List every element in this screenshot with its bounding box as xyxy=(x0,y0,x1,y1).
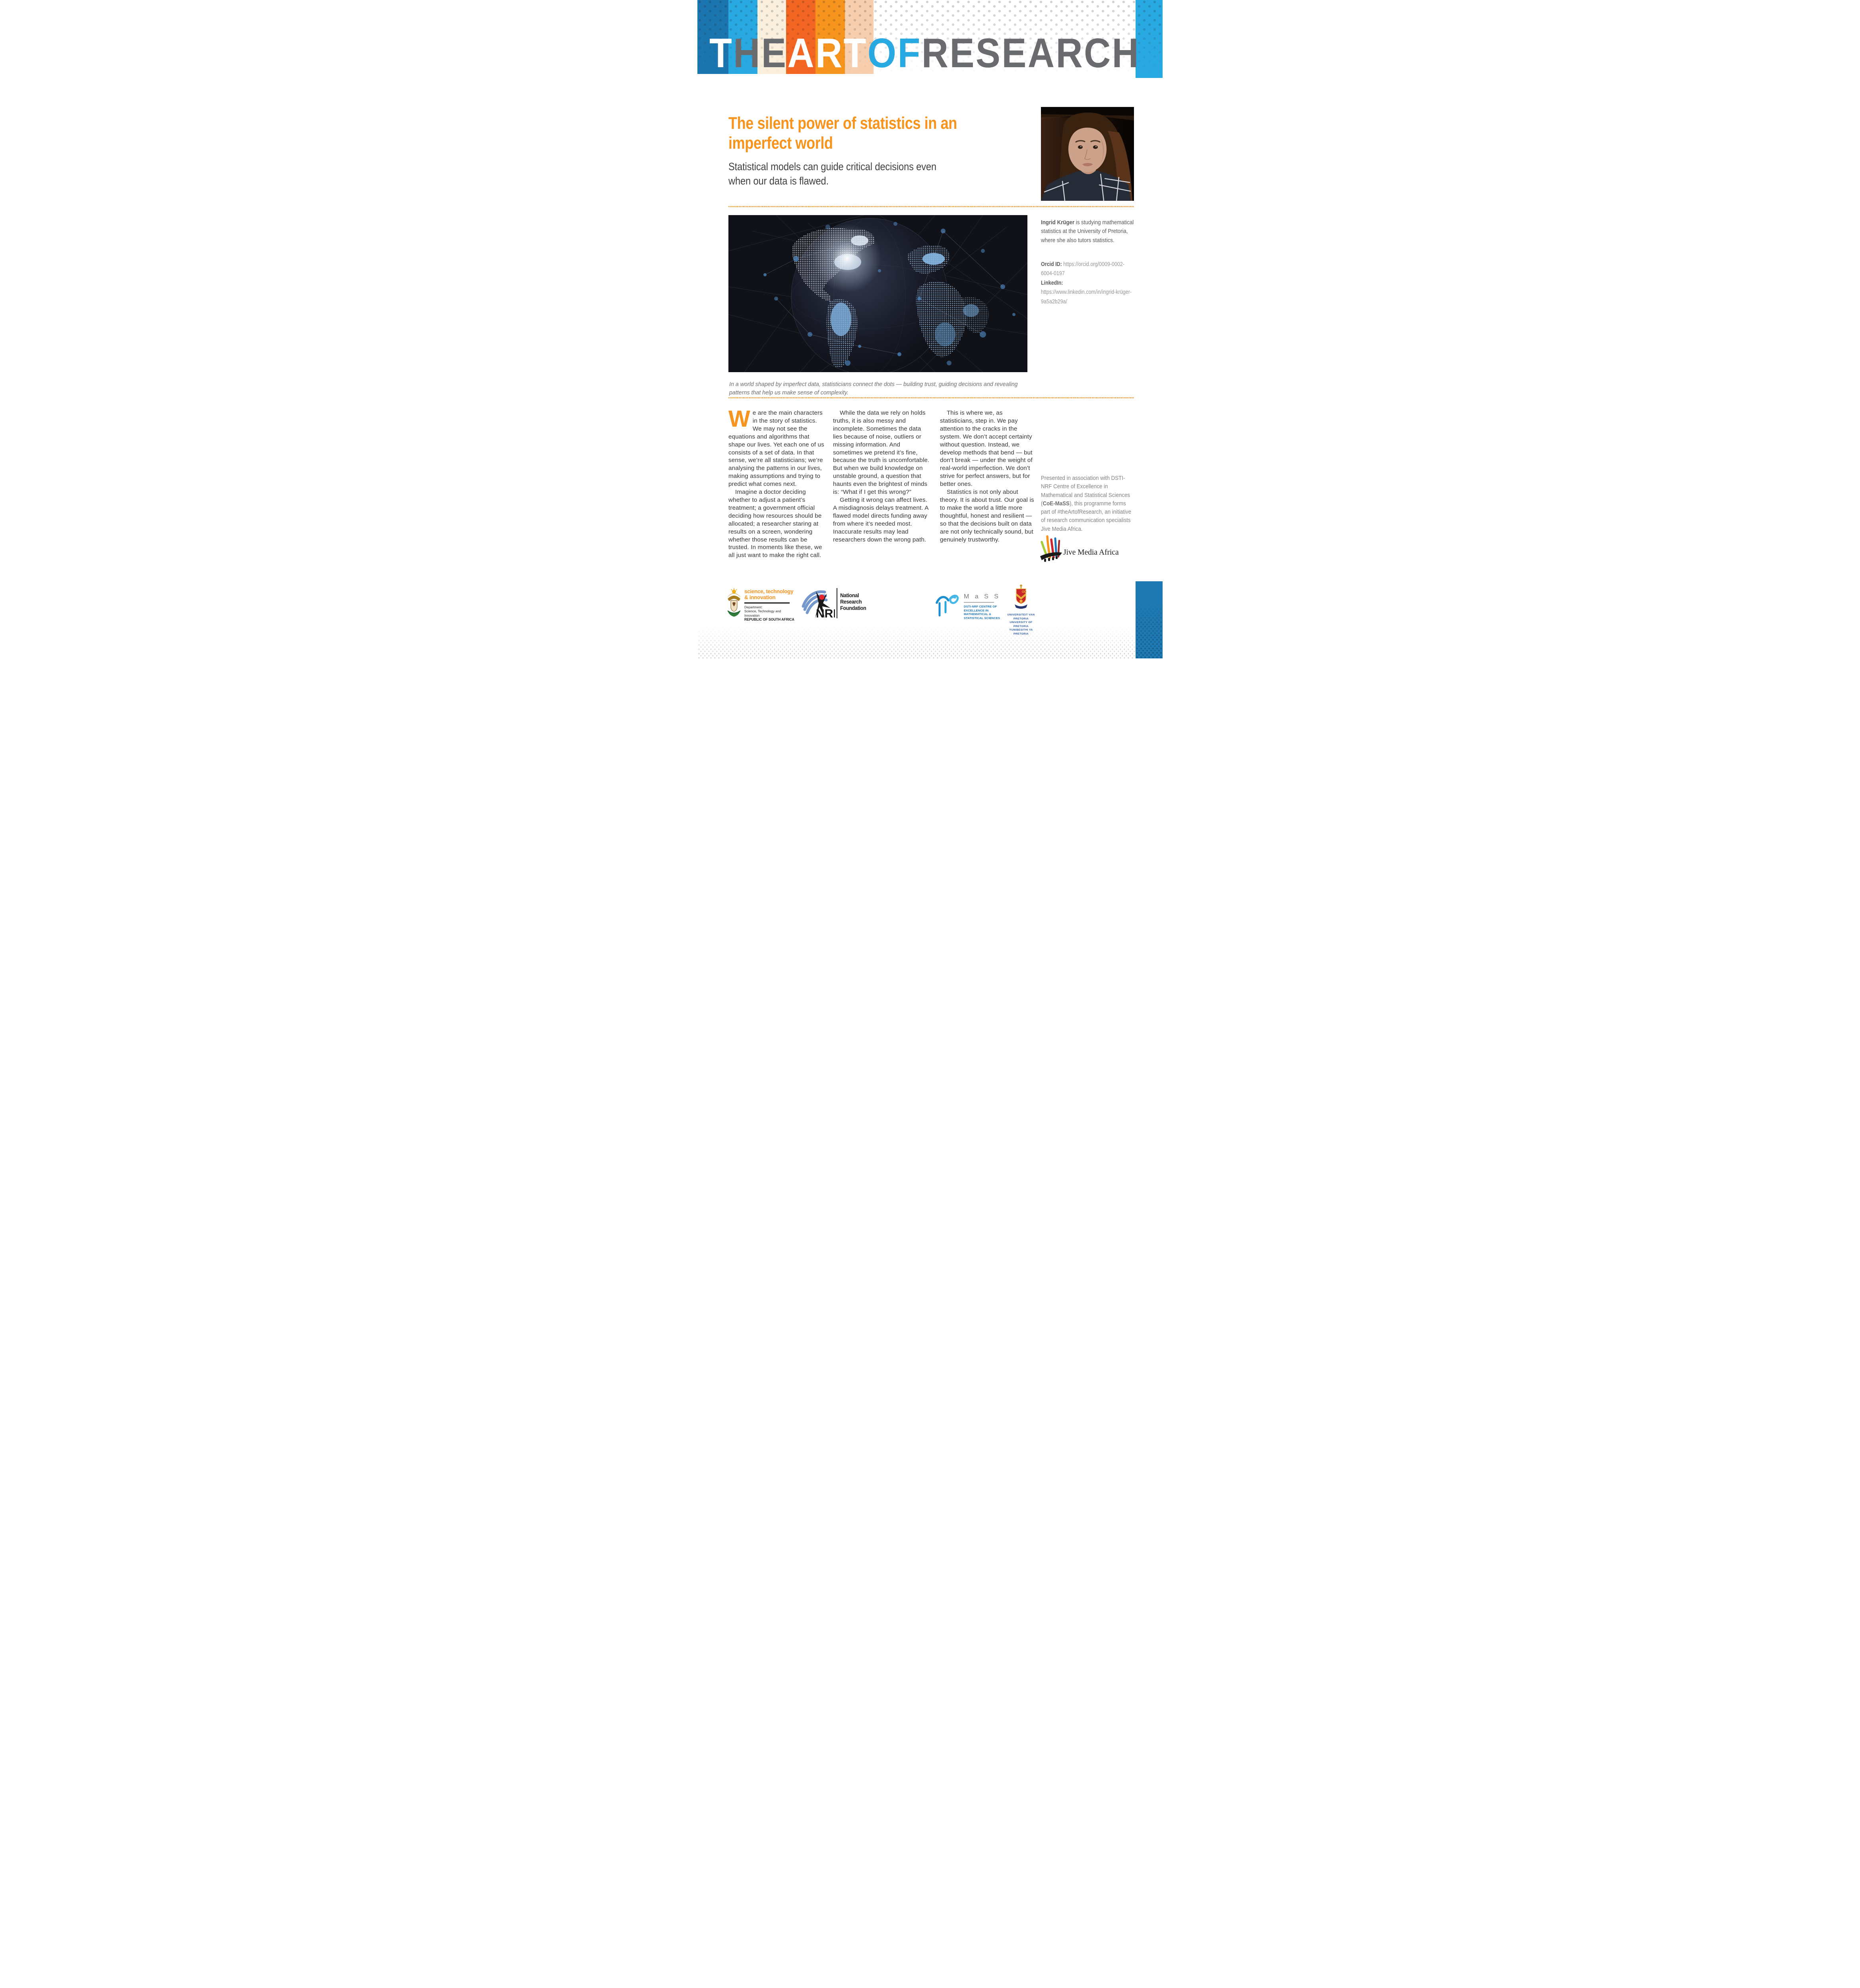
dsti-rule xyxy=(744,602,790,604)
poster-page: T H E A R T O F R E S E A R C H The sile… xyxy=(697,0,1163,658)
masthead-stripe-right-blue xyxy=(1136,0,1163,78)
linkedin-row: LinkedIn: https://www.linkedin.com/in/in… xyxy=(1041,279,1134,307)
masthead-letter: H xyxy=(1112,30,1139,76)
coe-mass-highlight: CoE-MaSS xyxy=(1043,500,1070,507)
up-crest-icon xyxy=(1015,584,1027,609)
masthead-stripe-dark-blue xyxy=(697,0,728,74)
masthead-letter: E xyxy=(949,30,974,76)
article-column-2: While the data we rely on holds truths, … xyxy=(833,409,931,544)
researcher-contact: Orcid ID: https://orcid.org/0009-0002-60… xyxy=(1041,260,1134,307)
masthead-stripe-red-orange xyxy=(786,0,815,74)
footer-bar-dots xyxy=(1136,581,1163,658)
linkedin-link[interactable]: https://www.linkedin.com/in/ingrid-krüge… xyxy=(1041,289,1132,305)
article-paragraph: This is where we, as statisticians, step… xyxy=(940,410,1033,488)
globe-network-illustration xyxy=(728,215,1027,372)
researcher-bio: Ingrid Krüger is studying mathematical s… xyxy=(1041,219,1134,244)
masthead-letter: R xyxy=(921,30,948,76)
dsti-department-label: Department: xyxy=(744,605,763,609)
article-paragraph: Statistics is not only about theory. It … xyxy=(940,489,1034,543)
masthead-letter: T xyxy=(843,30,866,76)
masthead-title: T H E A R T O F R E S E A R C H xyxy=(709,32,1139,74)
jive-media-africa-logo: Jive Media Africa xyxy=(1039,535,1139,563)
linkedin-label: LinkedIn: xyxy=(1041,280,1063,286)
researcher-name: Ingrid Krüger xyxy=(1041,219,1075,226)
masthead-letter: S xyxy=(975,30,1000,76)
orcid-row: Orcid ID: https://orcid.org/0009-0002-60… xyxy=(1041,260,1134,279)
dsti-country: REPUBLIC OF SOUTH AFRICA xyxy=(744,617,794,622)
masthead-letter: T xyxy=(709,30,732,76)
masthead-letter: E xyxy=(1002,30,1026,76)
nrf-logo-icon: NRF xyxy=(802,590,835,619)
image-caption: In a world shaped by imperfect data, sta… xyxy=(729,381,1018,396)
mass-wordmark: M a S S xyxy=(964,593,1000,600)
university-of-pretoria-logo: UNIVERSITEIT VAN PRETORIA UNIVERSITY OF … xyxy=(1003,584,1039,636)
jive-logo-icon xyxy=(1040,535,1062,562)
nrf-name: National Research Foundation xyxy=(840,592,866,611)
masthead-letter: H xyxy=(733,30,760,76)
dsti-logo: science, technology & innovation Departm… xyxy=(744,588,796,622)
mass-subtitle: DSTI-NRF CENTRE OF EXCELLENCE IN MATHEMA… xyxy=(964,605,1000,620)
masthead-letter: A xyxy=(1027,30,1054,76)
dotted-divider-top xyxy=(728,206,1134,207)
masthead-letter: F xyxy=(897,30,920,76)
dsti-department-name: Science, Technology and Innovation xyxy=(744,609,781,617)
orcid-label: Orcid ID: xyxy=(1041,261,1064,268)
article-column-3: This is where we, as statisticians, step… xyxy=(940,409,1038,544)
masthead-letter: C xyxy=(1084,30,1111,76)
masthead-letter: A xyxy=(787,30,814,76)
masthead-stripe-peach xyxy=(845,0,874,74)
masthead-letter: O xyxy=(867,30,896,76)
article-paragraph: Getting it wrong can affect lives. A mis… xyxy=(833,496,928,543)
page-subtitle: Statistical models can guide critical de… xyxy=(728,161,937,187)
orcid-link[interactable]: https://orcid.org/0009-0002-6004-0197 xyxy=(1041,261,1124,277)
footer-blue-bar xyxy=(1136,581,1163,658)
mass-logo-icon xyxy=(936,594,959,617)
dsti-title-line1: science, technology xyxy=(744,588,794,594)
nrf-acronym: NRF xyxy=(816,607,835,619)
association-note: Presented in association with DSTI-NRF C… xyxy=(1041,475,1132,532)
article-paragraph: Imagine a doctor deciding whether to adj… xyxy=(728,489,822,559)
dotted-divider-bottom xyxy=(728,397,1134,398)
masthead-letter: R xyxy=(815,30,842,76)
masthead-stripe-orange xyxy=(815,0,845,74)
masthead-letter: E xyxy=(761,30,786,76)
nrf-logo: NRF National Research Foundation xyxy=(801,587,868,619)
coat-of-arms-icon xyxy=(727,588,741,617)
masthead: T H E A R T O F R E S E A R C H xyxy=(697,0,1163,78)
masthead-stripe-cream xyxy=(757,0,786,74)
masthead-letter: R xyxy=(1056,30,1082,76)
drop-cap: W xyxy=(728,406,750,432)
page-title: The silent power of statistics in an imp… xyxy=(728,113,957,153)
up-names: UNIVERSITEIT VAN PRETORIA UNIVERSITY OF … xyxy=(1007,613,1035,635)
portrait-photo xyxy=(1041,107,1134,201)
article-paragraph: While the data we rely on holds truths, … xyxy=(833,410,930,496)
jive-logo-text: Jive Media Africa xyxy=(1063,548,1119,557)
bottom-halftone-dots xyxy=(697,626,1135,658)
dsti-title-line2: & innovation xyxy=(744,594,776,600)
masthead-stripe-light-blue xyxy=(728,0,757,74)
mass-logo: M a S S DSTI-NRF CENTRE OF EXCELLENCE IN… xyxy=(935,592,1000,620)
mass-rule xyxy=(964,602,994,603)
